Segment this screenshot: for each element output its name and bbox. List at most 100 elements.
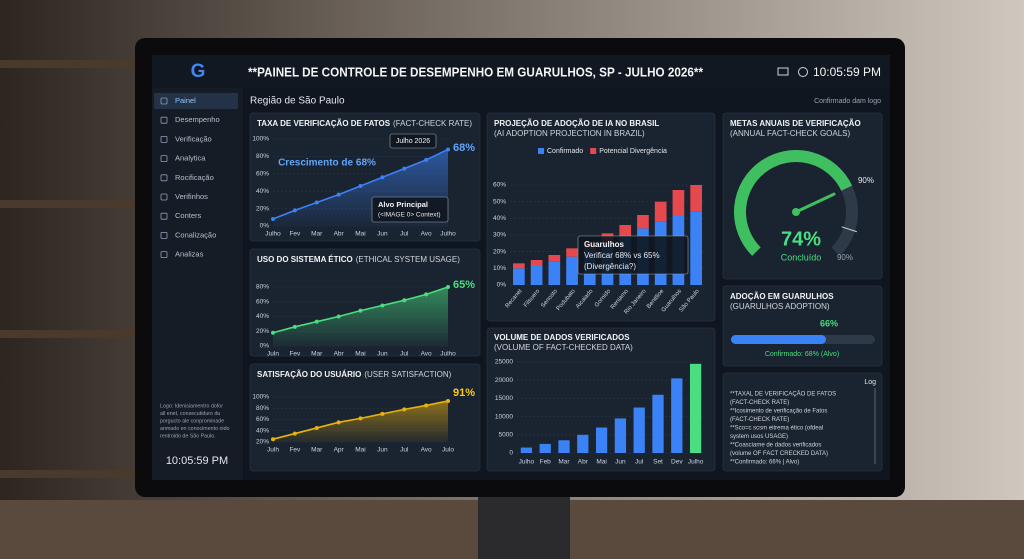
gauge-value-label: 74% <box>781 228 821 250</box>
point <box>446 398 450 403</box>
x-tick-label: Fev <box>289 447 301 454</box>
bar-segment <box>513 263 525 269</box>
bar <box>652 394 664 453</box>
y-tick-label: 100% <box>252 136 269 143</box>
bar-segment <box>654 201 667 222</box>
nav-icon <box>160 116 168 124</box>
nav-item[interactable]: Conalização <box>175 230 216 239</box>
log-line: **TAXAL DE VERIFICAÇÃO DE FATOS <box>730 391 836 398</box>
progress-caption: Confirmado: 68% (Alvo) <box>765 351 839 358</box>
bar <box>539 443 551 453</box>
annotation: Verificar 68% vs 65% <box>584 251 660 260</box>
annotation: 65% <box>453 279 475 291</box>
point <box>314 319 319 324</box>
log-line: (FACT-CHECK RATE) <box>730 400 789 406</box>
panel-subtitle: (VOLUME OF FACT-CHECKED DATA) <box>494 343 633 352</box>
point <box>402 407 407 412</box>
nav-icon <box>160 251 168 259</box>
point <box>380 175 385 180</box>
bar-segment <box>690 211 702 285</box>
header-title: **PAINEL DE CONTROLE DE DESEMPENHO EM GU… <box>248 64 704 79</box>
x-tick-label: Abr <box>578 459 589 466</box>
bar <box>633 407 645 453</box>
y-tick-label: 0 <box>509 450 513 457</box>
x-tick-label: Jul <box>400 351 409 358</box>
y-tick-label: 60% <box>493 182 506 189</box>
x-tick-label: Jun <box>377 447 388 454</box>
bar <box>577 434 589 453</box>
y-tick-label: 40% <box>256 313 269 320</box>
log-title: Log <box>864 379 876 386</box>
x-tick-label: Jun <box>377 231 388 238</box>
x-tick-label: Avo <box>421 351 432 358</box>
bar-segment <box>530 260 543 265</box>
x-tick-label: Julho <box>688 459 704 466</box>
x-tick-label: Jul <box>400 447 409 454</box>
point <box>336 314 341 319</box>
shelf <box>0 200 135 208</box>
y-tick-label: 15000 <box>495 395 513 402</box>
x-tick-label: Mai <box>355 351 365 358</box>
y-tick-label: 20000 <box>495 377 513 384</box>
point <box>271 217 275 222</box>
nav-item[interactable]: Rocificação <box>175 173 214 182</box>
x-tick-label: Jun <box>377 351 388 358</box>
point <box>314 425 319 430</box>
gauge-value <box>734 150 853 256</box>
nav-item[interactable]: Verifinhos <box>175 192 208 201</box>
nav-icon <box>160 193 168 201</box>
y-tick-label: 80% <box>256 153 269 160</box>
nav-item[interactable]: Conters <box>175 211 202 220</box>
annotation: Julho 2026 <box>396 138 430 145</box>
bar-segment <box>619 225 632 237</box>
panel-subtitle: (ETHICAL SYSTEM USAGE) <box>356 255 461 264</box>
y-tick-label: 60% <box>256 171 269 178</box>
point <box>424 157 429 162</box>
y-tick-label: 20% <box>256 205 269 212</box>
nav-item[interactable]: Desempenho <box>175 115 220 124</box>
x-tick-label: Fev <box>289 231 301 238</box>
point <box>446 147 450 152</box>
x-tick-label: Feb <box>540 459 552 466</box>
y-tick-label: 60% <box>256 298 269 305</box>
x-tick-label: Fev <box>289 351 301 358</box>
y-tick-label: 0% <box>260 343 270 350</box>
bar <box>671 378 683 453</box>
gauge-target <box>841 226 858 233</box>
nav-item[interactable]: Analytica <box>175 154 206 163</box>
y-tick-label: 25000 <box>495 359 513 366</box>
sidebar-note: rentroido de São Paulo. <box>160 433 216 439</box>
nav-icon <box>160 155 168 163</box>
point <box>292 324 297 329</box>
x-tick-label: Julho <box>519 459 535 466</box>
bar-segment <box>548 261 561 285</box>
annotation-box <box>389 133 437 149</box>
icon-info[interactable] <box>798 67 808 77</box>
point <box>292 208 297 213</box>
panel-title: TAXA DE VERIFICAÇÃO DE FATOS <box>257 119 391 128</box>
y-tick-label: 20% <box>256 439 269 446</box>
panel-title: ADOÇÃO EM GUARULHOS <box>730 292 834 301</box>
nav-item[interactable]: Painel <box>175 96 196 105</box>
gauge-target-label: 90% <box>858 176 874 185</box>
panel-subtitle: (AI ADOPTION PROJECTION IN BRAZIL) <box>494 129 645 138</box>
bar <box>689 363 702 453</box>
y-tick-label: 20% <box>493 248 506 255</box>
nav-item[interactable]: Analizas <box>175 250 204 259</box>
y-tick-label: 40% <box>256 427 269 434</box>
y-tick-label: 50% <box>493 198 506 205</box>
logo: G <box>191 61 206 82</box>
legend-label: Potencial Divergência <box>599 148 667 155</box>
progress-value: 66% <box>820 318 838 328</box>
bar <box>558 440 570 453</box>
point <box>358 416 363 421</box>
log-line: (volume OF FACT CRECKED DATA) <box>730 451 828 457</box>
icon-screen[interactable] <box>777 67 789 76</box>
annotation: Crescimento de 68% <box>278 158 376 169</box>
nav-item[interactable]: Verificação <box>175 134 212 143</box>
bar-segment <box>672 190 685 215</box>
gauge-target-label: 90% <box>837 253 853 262</box>
panel-title: VOLUME DE DADOS VERIFICADOS <box>494 333 630 342</box>
bar-segment <box>690 185 702 212</box>
